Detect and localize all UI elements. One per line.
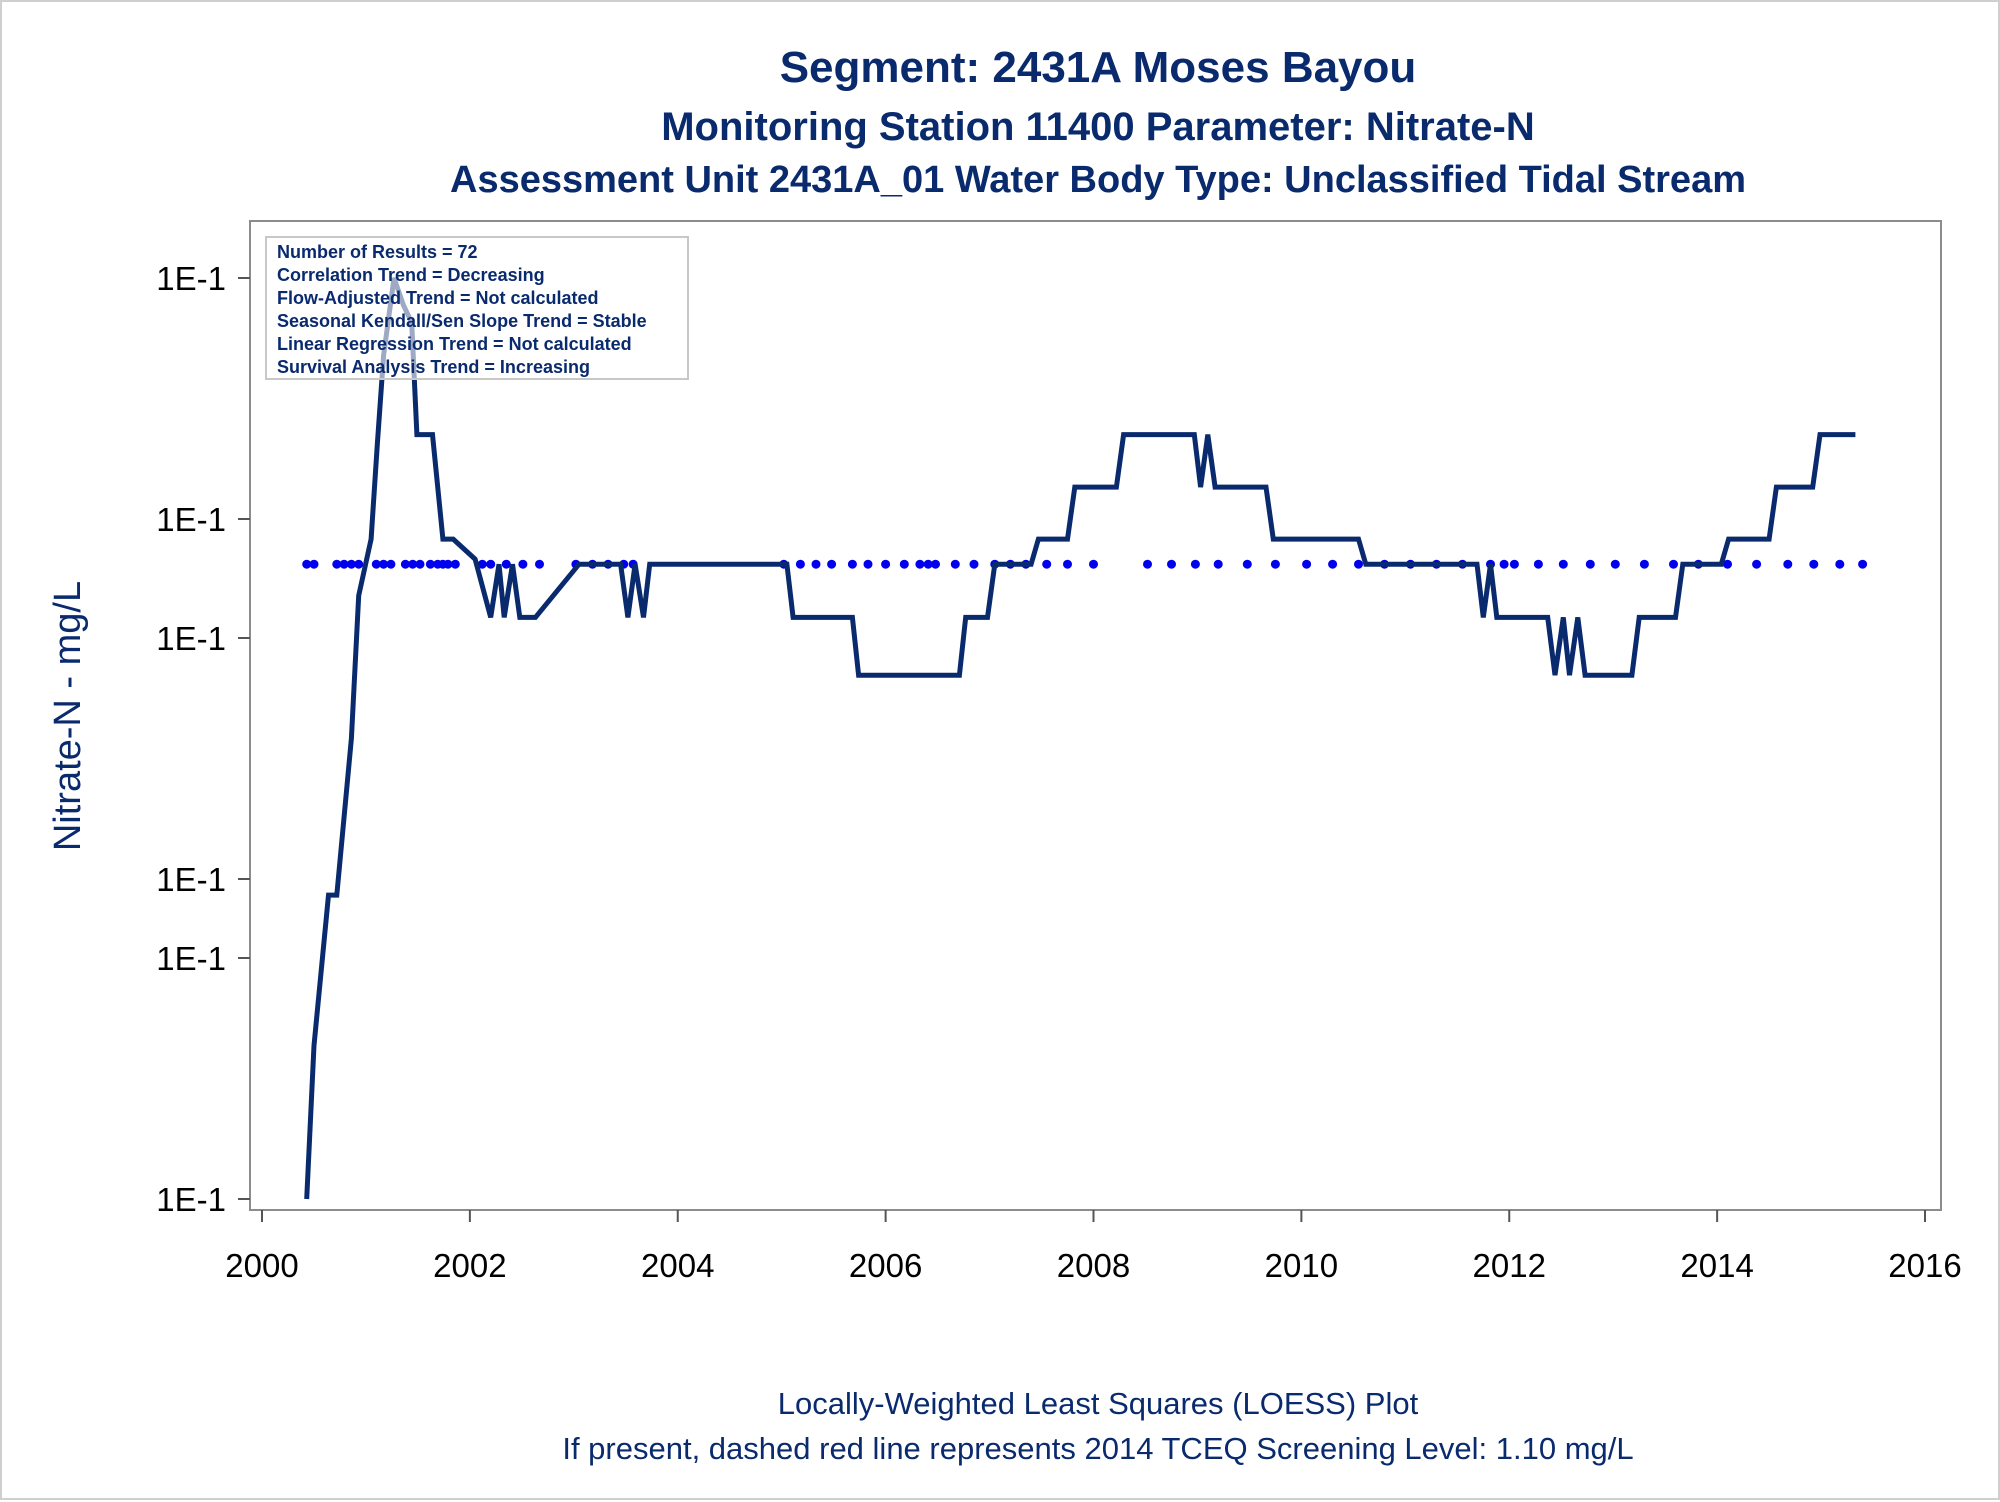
y-tick-label: 1E-1 — [156, 501, 226, 538]
y-axis-label: Nitrate-N - mg/L — [47, 581, 89, 851]
data-point — [450, 559, 460, 569]
data-point — [1167, 559, 1176, 569]
x-tick-label: 2008 — [1057, 1247, 1130, 1284]
data-point — [386, 559, 396, 569]
stat-line: Number of Results = 72 — [277, 242, 478, 262]
data-point — [1063, 559, 1072, 569]
data-point — [354, 559, 364, 569]
x-tick-label: 2004 — [641, 1247, 714, 1284]
footnote-loess: Locally-Weighted Least Squares (LOESS) P… — [778, 1386, 1419, 1421]
data-point — [1354, 559, 1363, 569]
data-point — [863, 559, 873, 569]
y-tick-label: 1E-1 — [156, 620, 226, 657]
data-point — [931, 559, 940, 569]
chart-title: Segment: 2431A Moses Bayou — [780, 43, 1417, 92]
data-point — [1669, 559, 1678, 569]
data-point — [923, 559, 933, 569]
data-point — [1499, 559, 1509, 569]
data-point — [1242, 559, 1252, 569]
data-point — [1509, 559, 1519, 569]
y-axis-ticks: 1E-1 1E-1 1E-1 1E-1 1E-1 1E-1 — [156, 260, 250, 1218]
x-tick-label: 2000 — [225, 1247, 298, 1284]
data-point — [899, 559, 909, 569]
data-point — [1723, 559, 1732, 569]
data-point — [881, 559, 891, 569]
data-point — [309, 559, 319, 569]
data-point — [1783, 559, 1793, 569]
loess-line — [304, 277, 1856, 1200]
data-point — [400, 559, 410, 569]
chart-subtitle-2: Assessment Unit 2431A_01 Water Body Type… — [450, 159, 1746, 201]
x-tick-label: 2006 — [849, 1247, 922, 1284]
y-tick-label: 1E-1 — [156, 940, 226, 977]
data-point — [332, 559, 342, 569]
y-tick-label: 1E-1 — [156, 260, 226, 297]
stat-line: Linear Regression Trend = Not calculated — [277, 334, 632, 354]
data-point — [535, 559, 544, 569]
data-point — [827, 559, 837, 569]
data-point — [795, 559, 805, 569]
data-point — [379, 559, 389, 569]
data-point — [1809, 559, 1819, 569]
data-point — [518, 559, 528, 569]
x-tick-label: 2002 — [433, 1247, 506, 1284]
stat-line: Seasonal Kendall/Sen Slope Trend = Stabl… — [277, 311, 647, 331]
data-point — [443, 559, 453, 569]
data-point — [1190, 559, 1200, 569]
data-point — [346, 559, 356, 569]
data-point — [486, 559, 496, 569]
y-tick-label: 1E-1 — [156, 1181, 226, 1218]
stats-box-frame — [265, 236, 689, 380]
x-tick-label: 2012 — [1473, 1247, 1546, 1284]
data-point — [1752, 559, 1762, 569]
data-point — [969, 559, 979, 569]
data-point — [950, 559, 960, 569]
chart-subtitle: Monitoring Station 11400 Parameter: Nitr… — [661, 105, 1535, 149]
data-point — [1302, 559, 1312, 569]
stat-line: Correlation Trend = Decreasing — [277, 265, 545, 285]
data-point — [501, 559, 511, 569]
data-point — [1610, 559, 1620, 569]
data-point — [339, 559, 349, 569]
data-point — [1143, 559, 1152, 569]
stat-line: Flow-Adjusted Trend = Not calculated — [277, 288, 599, 308]
data-point — [477, 559, 487, 569]
plot-area — [249, 220, 1942, 1211]
stats-box: Number of Results = 72 Correlation Trend… — [265, 236, 689, 380]
data-point — [1835, 559, 1845, 569]
data-point — [1858, 559, 1868, 569]
footnote-screening-level: If present, dashed red line represents 2… — [562, 1431, 1633, 1466]
data-point — [1585, 559, 1595, 569]
data-point — [1328, 559, 1338, 569]
x-tick-label: 2014 — [1680, 1247, 1753, 1284]
x-axis-ticks: 2000 2002 2004 2006 2008 2010 2012 2014 2016 — [225, 1210, 1962, 1284]
stat-line: Survival Analysis Trend = Increasing — [277, 357, 590, 377]
data-point — [302, 559, 312, 569]
data-point — [915, 559, 925, 569]
data-point — [811, 559, 821, 569]
data-point — [1042, 559, 1052, 569]
y-tick-label: 1E-1 — [156, 861, 226, 898]
data-point — [371, 559, 381, 569]
data-point — [1213, 559, 1223, 569]
data-point — [1558, 559, 1568, 569]
data-point — [415, 559, 425, 569]
data-point — [408, 559, 418, 569]
x-tick-label: 2010 — [1265, 1247, 1338, 1284]
data-point — [1533, 559, 1543, 569]
data-point — [1639, 559, 1649, 569]
data-point — [425, 559, 435, 569]
data-point — [1270, 559, 1280, 569]
x-tick-label: 2016 — [1888, 1247, 1961, 1284]
data-point — [847, 559, 857, 569]
data-point — [1089, 559, 1098, 569]
